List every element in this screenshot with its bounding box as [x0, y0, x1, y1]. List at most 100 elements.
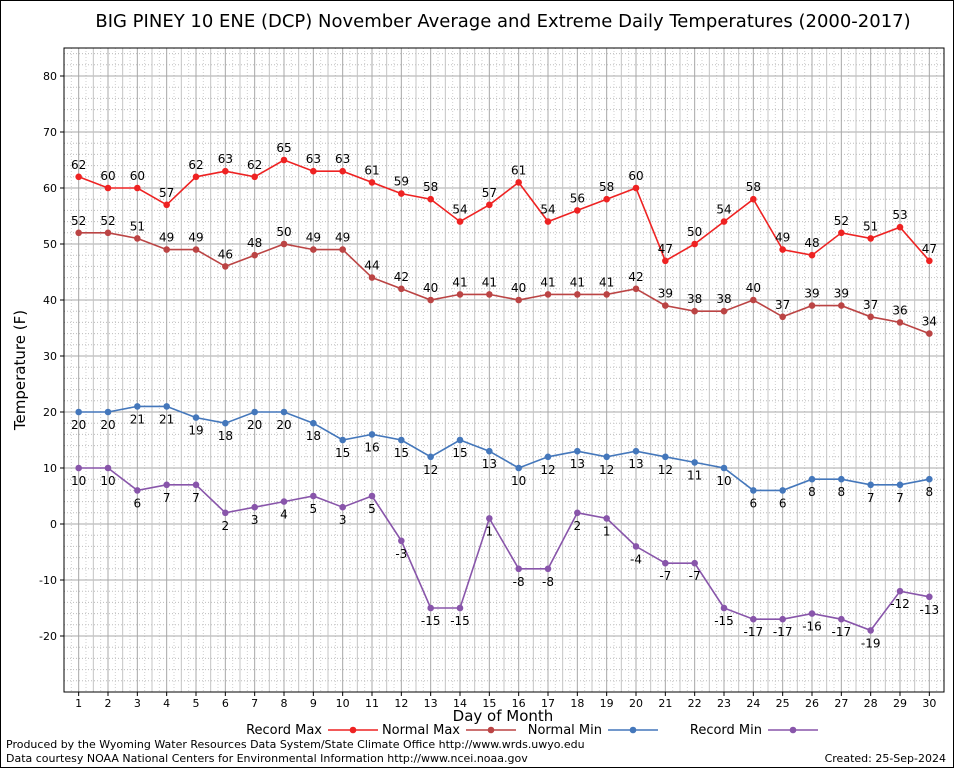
data-label-normal-min: 8 — [808, 485, 816, 499]
data-label-normal-max: 49 — [306, 231, 321, 245]
data-point-normal-max — [280, 240, 288, 248]
data-point-normal-max — [808, 302, 816, 309]
data-label-record-max: 60 — [100, 169, 115, 183]
data-point-normal-min — [368, 431, 376, 438]
data-point-record-max — [486, 201, 493, 209]
data-label-record-max: 54 — [716, 203, 731, 217]
data-point-normal-max — [222, 263, 229, 270]
y-tick-label: 10 — [43, 462, 57, 475]
data-point-record-min — [456, 604, 464, 612]
data-point-normal-max — [750, 296, 757, 304]
data-label-normal-min: 15 — [452, 446, 467, 460]
data-label-normal-min: 8 — [926, 485, 934, 499]
data-point-record-min — [926, 593, 933, 601]
x-tick-label: 27 — [834, 697, 848, 710]
data-point-normal-min — [251, 408, 258, 416]
x-tick-label: 9 — [310, 697, 317, 710]
data-label-record-max: 62 — [247, 158, 262, 172]
series-normal-max — [75, 229, 933, 337]
data-point-record-max — [896, 223, 904, 231]
x-tick-label: 14 — [453, 697, 467, 710]
data-label-normal-min: 10 — [511, 474, 526, 488]
data-point-normal-min — [632, 447, 640, 455]
legend-marker-normal-max — [487, 726, 495, 734]
data-label-record-max: 58 — [599, 180, 614, 194]
y-tick-label: -10 — [39, 574, 57, 587]
data-label-normal-min: 6 — [779, 496, 787, 510]
data-label-record-max: 50 — [687, 225, 702, 239]
data-point-normal-min — [280, 408, 288, 416]
legend-item-record-max: Record Max — [246, 723, 378, 738]
data-label-normal-min: 13 — [570, 457, 585, 471]
y-tick-label: 70 — [43, 126, 57, 139]
data-point-normal-min — [603, 453, 610, 461]
footer-data-source: Data courtesy NOAA National Centers for … — [6, 752, 528, 765]
legend-marker-record-max — [349, 726, 357, 734]
data-point-normal-min — [720, 464, 728, 472]
y-tick-label: 30 — [43, 350, 57, 363]
y-tick-label: 50 — [43, 238, 57, 251]
data-label-record-max: 63 — [335, 152, 350, 166]
legend-item-record-min: Record Min — [690, 723, 818, 738]
data-point-normal-max — [662, 302, 669, 309]
data-label-normal-min: 12 — [423, 463, 438, 477]
x-tick-label: 21 — [658, 697, 672, 710]
data-label-record-max: 47 — [658, 242, 673, 256]
data-label-record-max: 48 — [804, 236, 819, 250]
data-point-record-min — [750, 615, 757, 623]
data-point-record-min — [808, 610, 816, 617]
data-label-normal-min: 16 — [364, 440, 379, 454]
legend-marker-normal-min — [629, 726, 637, 734]
data-point-record-min — [632, 543, 640, 550]
data-label-record-max: 56 — [570, 191, 585, 205]
data-point-record-min — [134, 487, 141, 494]
data-label-record-min: 5 — [310, 502, 318, 516]
data-label-normal-min: 12 — [599, 463, 614, 477]
legend-label-record-max: Record Max — [246, 723, 322, 738]
data-label-record-min: -19 — [861, 636, 881, 650]
data-point-normal-min — [398, 436, 405, 444]
data-label-record-min: 1 — [603, 524, 611, 538]
data-label-normal-max: 40 — [746, 281, 761, 295]
data-point-normal-min — [192, 414, 200, 421]
data-point-record-max — [280, 156, 288, 164]
footer-created: Created: 25-Sep-2024 — [825, 752, 946, 765]
data-point-normal-min — [427, 453, 434, 461]
data-label-normal-min: 12 — [540, 463, 555, 477]
data-point-normal-max — [75, 229, 82, 237]
data-point-record-max — [104, 184, 112, 192]
data-point-record-max — [427, 195, 434, 203]
data-label-normal-min: 8 — [838, 485, 846, 499]
data-label-normal-max: 50 — [276, 225, 291, 239]
data-point-record-max — [310, 167, 317, 175]
data-label-record-min: 6 — [134, 496, 142, 510]
data-point-normal-max — [691, 307, 698, 315]
data-label-record-max: 57 — [159, 186, 174, 200]
data-point-record-min — [486, 515, 493, 522]
data-label-record-max: 54 — [452, 203, 467, 217]
data-point-record-min — [427, 604, 434, 612]
data-point-normal-min — [75, 408, 82, 416]
x-tick-label: 28 — [864, 697, 878, 710]
data-point-record-min — [104, 464, 112, 472]
data-label-normal-max: 42 — [394, 270, 409, 284]
data-point-record-max — [808, 251, 816, 259]
plot-border — [63, 47, 945, 693]
data-label-normal-min: 12 — [658, 463, 673, 477]
data-point-record-min — [574, 509, 581, 517]
x-tick-label: 11 — [365, 697, 379, 710]
series-line-normal-min — [78, 405, 930, 492]
data-label-normal-max: 52 — [71, 214, 86, 228]
data-point-normal-max — [544, 291, 552, 298]
data-point-record-max — [544, 218, 552, 225]
data-label-normal-max: 39 — [658, 287, 673, 301]
data-label-record-min: -7 — [689, 569, 701, 583]
data-point-record-min — [251, 503, 258, 511]
series-normal-min — [75, 403, 933, 494]
x-tick-label: 29 — [893, 697, 907, 710]
legend-item-normal-max: Normal Max — [382, 723, 516, 738]
data-point-normal-min — [486, 447, 493, 455]
data-point-record-min — [515, 565, 522, 573]
